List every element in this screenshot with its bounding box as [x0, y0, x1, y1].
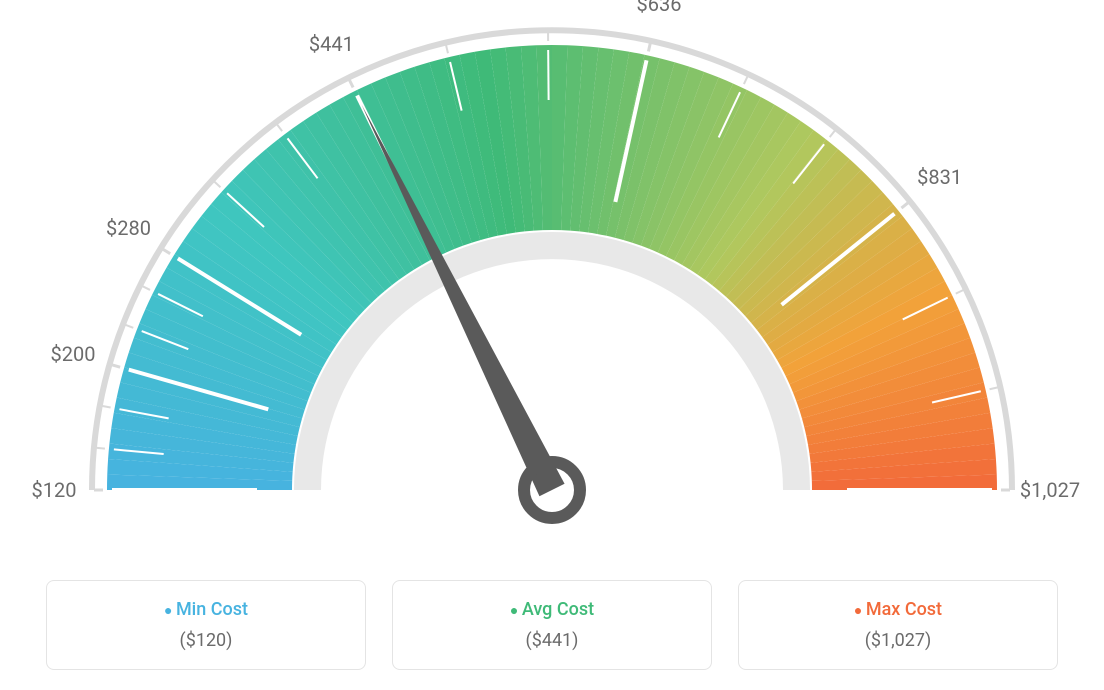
gauge-svg [0, 0, 1104, 560]
legend-min-value: ($120) [57, 630, 355, 651]
tick-label: $831 [917, 165, 962, 189]
gauge-chart: $120 $200 $280 $441 $636 $831 $1,027 [0, 0, 1104, 560]
legend-max-card: Max Cost ($1,027) [738, 580, 1058, 670]
tick-label: $441 [309, 32, 354, 56]
legend-min-label: Min Cost [57, 599, 355, 620]
legend-avg-card: Avg Cost ($441) [392, 580, 712, 670]
legend-max-label: Max Cost [749, 599, 1047, 620]
tick-label: $200 [51, 342, 96, 366]
legend-avg-label: Avg Cost [403, 599, 701, 620]
legend-max-value: ($1,027) [749, 630, 1047, 651]
gauge-arc [107, 45, 997, 490]
legend-avg-value: ($441) [403, 630, 701, 651]
legend-row: Min Cost ($120) Avg Cost ($441) Max Cost… [0, 580, 1104, 670]
tick-label: $636 [636, 0, 681, 16]
tick-label: $280 [106, 216, 151, 240]
legend-min-card: Min Cost ($120) [46, 580, 366, 670]
tick-label: $120 [32, 478, 77, 502]
tick-label: $1,027 [1020, 478, 1080, 502]
